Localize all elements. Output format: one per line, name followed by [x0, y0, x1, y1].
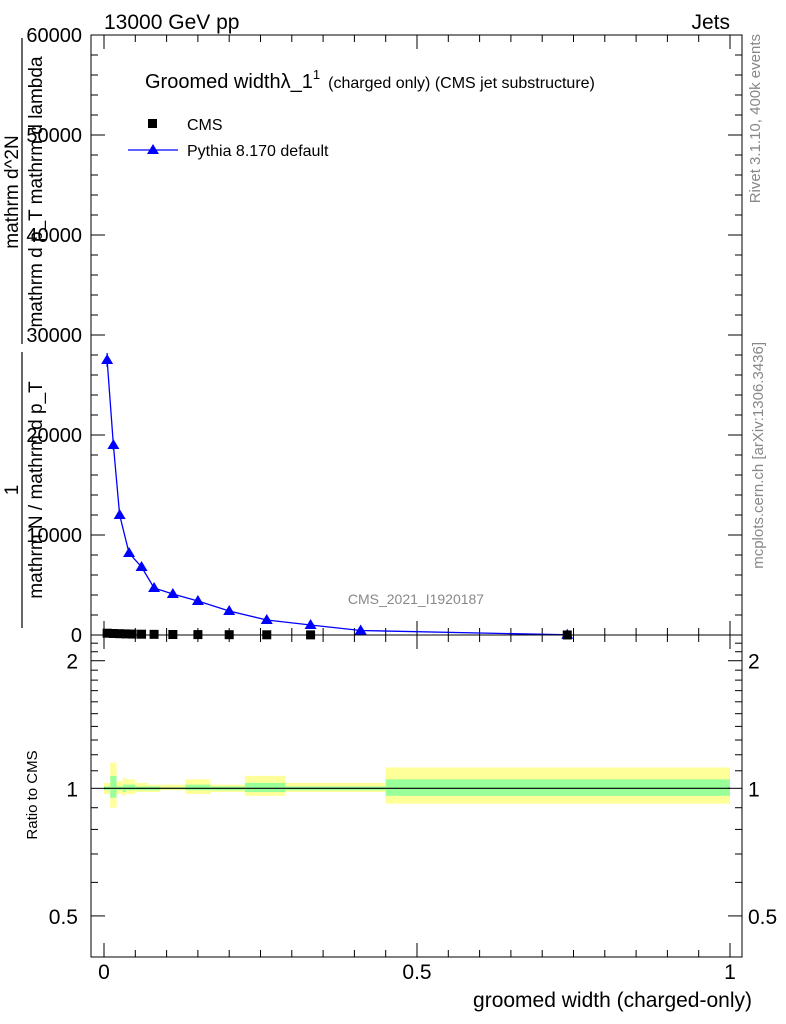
cms-point	[108, 629, 118, 638]
ratio-y-tick-label-right: 1	[748, 778, 760, 801]
legend-pythia-label: Pythia 8.170 default	[187, 143, 329, 160]
legend-pythia-marker	[147, 144, 159, 154]
ratio-x-tick-labels: 0 0.5 1	[98, 961, 736, 984]
ylabel-numerator-2: mathrm d^2N	[2, 135, 23, 248]
pythia-point	[113, 509, 126, 519]
cms-point	[149, 629, 159, 639]
chart-title: Groomed widthλ_11 (charged only) (CMS jet…	[145, 67, 595, 93]
ratio-band-inner	[185, 784, 211, 791]
ratio-panel: 0.5 0.51 12 2 0 0.5 1 Ratio to CMS groomed wi…	[24, 634, 777, 1012]
cms-point	[102, 628, 112, 638]
ratio-y-tick-label-left: 2	[66, 651, 78, 674]
pythia-point	[166, 588, 179, 598]
mcplots-label: mcplots.cern.ch [arXiv:1306.3436]	[750, 342, 767, 569]
pythia-point	[101, 354, 114, 364]
main-y-tick-label: 40000	[26, 225, 82, 247]
ratio-band-inner	[244, 782, 286, 793]
cms-series	[102, 628, 572, 640]
ratio-y-axis-label: Ratio to CMS	[24, 750, 41, 839]
pythia-point	[191, 595, 204, 605]
ratio-y-tick-label-left: 1	[66, 778, 78, 801]
main-y-axis-label: 1 mathrm N / mathrm d p_T mathrm d^2N ma…	[2, 38, 47, 628]
pythia-point	[123, 547, 136, 557]
pythia-point	[148, 582, 161, 592]
main-y-tick-label: 60000	[26, 25, 82, 47]
chart-title-symbol: λ_1	[281, 71, 313, 93]
cms-point	[115, 629, 125, 639]
pythia-series	[101, 353, 574, 639]
main-y-tick-label: 50000	[26, 125, 82, 147]
ylabel-numerator-1: 1	[2, 485, 23, 496]
ratio-axis-ticks	[91, 635, 742, 957]
chart-title-main: Groomed width	[145, 71, 281, 93]
pythia-point	[107, 439, 120, 449]
pythia-point	[304, 619, 317, 629]
ratio-bands	[104, 762, 730, 808]
pythia-point	[354, 624, 367, 635]
x-tick-label: 0	[98, 961, 110, 984]
main-y-tick-label: 0	[71, 625, 82, 647]
legend-cms-label: CMS	[187, 117, 223, 134]
ratio-y-tick-label-left: 0.5	[49, 906, 78, 929]
pythia-point	[260, 614, 273, 624]
header-left: 13000 GeV pp	[104, 11, 239, 34]
legend-cms-marker	[148, 119, 157, 128]
ratio-band-inner	[125, 784, 136, 791]
x-axis-label: groomed width (charged-only)	[473, 989, 752, 1012]
rivet-label: Rivet 3.1.10, 400k events	[747, 34, 764, 203]
pythia-point	[135, 561, 148, 571]
ylabel-denominator-1: mathrm N / mathrm d p_T	[26, 381, 47, 599]
chart-title-suffix: (charged only) (CMS jet substructure)	[328, 75, 595, 92]
main-panel: 0 10000 20000 30000 40000 50000 60000 CMS_2021…	[2, 25, 743, 647]
x-tick-label: 0.5	[402, 961, 431, 984]
legend: CMS Pythia 8.170 default	[128, 117, 329, 160]
main-y-tick-label: 20000	[26, 425, 82, 447]
watermark: CMS_2021_I1920187	[348, 591, 484, 607]
cms-point	[137, 629, 147, 639]
main-axis-ticks	[91, 34, 742, 636]
ratio-band-inner	[385, 779, 730, 796]
ratio-y-tick-label-right: 0.5	[748, 906, 777, 929]
pythia-point	[223, 605, 236, 615]
ylabel-denominator-2: mathrm d p_T mathrm d lambda	[26, 56, 47, 327]
cms-point	[121, 629, 131, 639]
main-y-tick-label: 10000	[26, 525, 82, 547]
main-y-tick-label: 30000	[26, 325, 82, 347]
main-y-tick-labels: 0 10000 20000 30000 40000 50000 60000	[26, 25, 82, 647]
ratio-y-tick-labels: 0.5 0.5 1 1 2 2	[49, 651, 777, 929]
cms-point	[127, 629, 137, 639]
ratio-band-inner	[110, 775, 117, 798]
ratio-y-tick-label-right: 2	[748, 651, 760, 674]
header-right: Jets	[691, 11, 730, 34]
x-tick-label: 1	[724, 961, 736, 984]
chart-title-superscript: 1	[313, 67, 320, 82]
